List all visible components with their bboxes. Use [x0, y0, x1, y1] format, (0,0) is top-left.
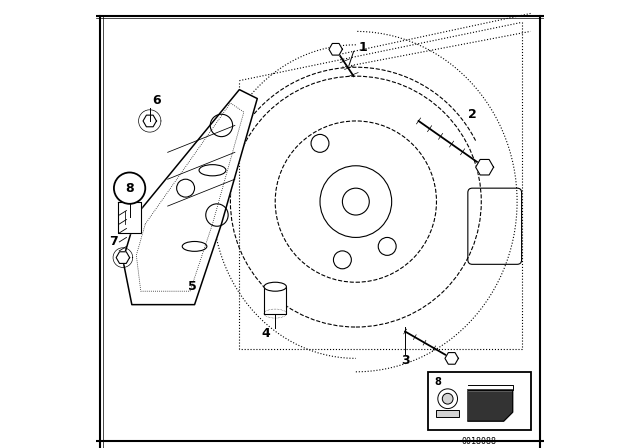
Polygon shape — [468, 385, 513, 390]
Circle shape — [442, 393, 453, 404]
Text: 8: 8 — [435, 377, 441, 387]
Bar — [436, 410, 459, 417]
Text: 1: 1 — [358, 40, 367, 54]
Bar — [428, 372, 531, 430]
Text: 2: 2 — [468, 108, 477, 121]
Polygon shape — [476, 159, 493, 175]
Text: 0018088: 0018088 — [461, 437, 497, 446]
Polygon shape — [143, 115, 157, 127]
Text: 6: 6 — [152, 94, 161, 108]
Text: 4: 4 — [262, 327, 271, 340]
Circle shape — [438, 389, 458, 409]
Polygon shape — [445, 353, 458, 364]
Text: 5: 5 — [188, 280, 196, 293]
Polygon shape — [123, 90, 257, 305]
Text: 7: 7 — [109, 235, 118, 249]
Polygon shape — [329, 43, 342, 55]
Polygon shape — [264, 287, 287, 314]
Ellipse shape — [264, 282, 287, 291]
Polygon shape — [116, 252, 130, 263]
Text: 8: 8 — [125, 181, 134, 195]
Polygon shape — [468, 390, 513, 421]
Circle shape — [114, 172, 145, 204]
Polygon shape — [118, 202, 141, 233]
Text: 3: 3 — [401, 354, 410, 367]
